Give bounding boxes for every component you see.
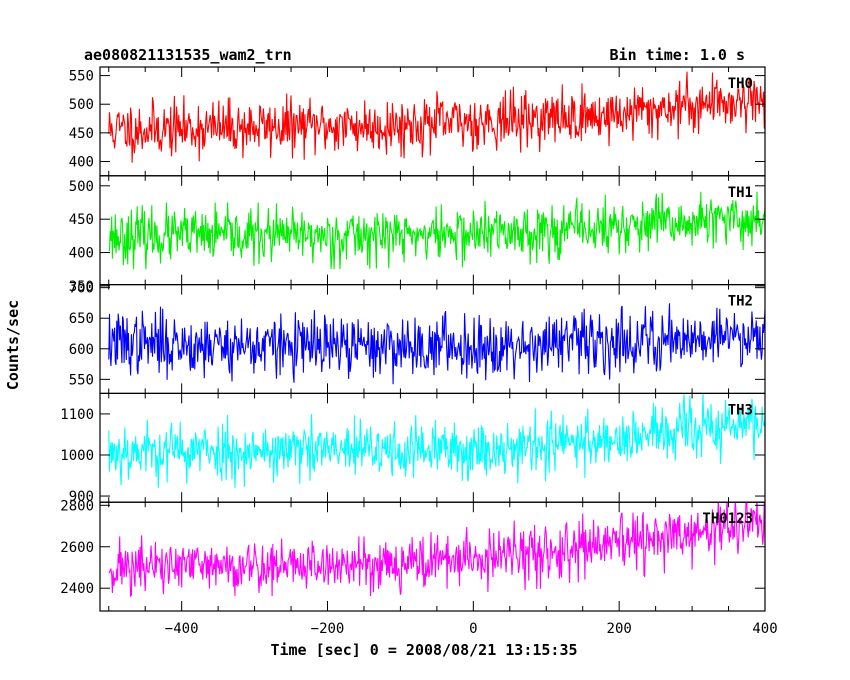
y-tick-label: 400	[69, 154, 94, 170]
series-label-th2: TH2	[728, 294, 753, 310]
series-line-th1	[108, 191, 765, 270]
y-tick-label: 700	[69, 281, 94, 297]
y-tick-label: 2800	[60, 498, 94, 514]
y-tick-label: 550	[69, 69, 94, 85]
y-tick-label: 650	[69, 311, 94, 327]
series-label-th3: TH3	[728, 402, 753, 418]
y-tick-label: 1100	[60, 407, 94, 423]
y-tick-label: 450	[69, 126, 94, 142]
panel-frame	[99, 501, 766, 612]
series-label-th0: TH0	[728, 76, 753, 92]
bin-time-label: Bin time: 1.0 s	[610, 46, 745, 64]
y-tick-label: 2400	[60, 581, 94, 597]
y-tick-label: 1000	[60, 448, 94, 464]
series-line-th0	[108, 71, 765, 163]
y-tick-label: 900	[69, 489, 94, 505]
series-label-th1: TH1	[728, 185, 753, 201]
series-line-th3	[108, 393, 765, 488]
panel-th3: 900 1000 1100 TH3	[60, 392, 766, 505]
panel-th2: 550 600 650 700 TH2	[69, 281, 766, 395]
panel-th0: 400 450 500 550 TH0	[69, 66, 766, 177]
y-tick-label: 350	[69, 279, 94, 295]
series-line-th0123	[108, 502, 765, 598]
panel-th1: 350 400 450 500 TH1	[69, 175, 766, 295]
y-tick-label: 450	[69, 212, 94, 228]
series-label-th0123: TH0123	[702, 511, 753, 527]
y-tick-label: 600	[69, 342, 94, 358]
series-line-th2	[108, 303, 765, 385]
y-axis-label: Counts/sec	[4, 300, 22, 390]
x-axis-label: Time [sec] 0 = 2008/08/21 13:15:35	[270, 641, 577, 659]
x-tick-label: 0	[469, 621, 477, 637]
y-tick-label: 500	[69, 97, 94, 113]
y-tick-label: 400	[69, 246, 94, 262]
chart-title: ae080821131535_wam2_trn	[84, 46, 292, 64]
panel-th0123: 2400 2600 2800 TH0123	[60, 498, 766, 612]
y-tick-label: 500	[69, 179, 94, 195]
y-tick-label: 550	[69, 372, 94, 388]
x-tick-label: −200	[311, 621, 345, 637]
panels-group: 400 450 500 550 TH0 350 400 450 500 TH1 550 600 650 7…	[60, 66, 778, 637]
x-tick-label: −400	[165, 621, 199, 637]
x-tick-label: 200	[607, 621, 632, 637]
x-tick-label: 400	[752, 621, 777, 637]
y-tick-label: 2600	[60, 540, 94, 556]
